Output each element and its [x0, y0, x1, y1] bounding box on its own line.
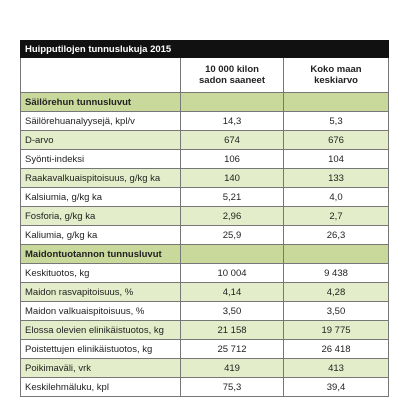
value-cell: 25,9 [180, 225, 284, 245]
data-row: Raakavalkuaispitoisuus, g/kg ka 140 133 [20, 168, 390, 188]
value-cell: 5,3 [282, 111, 390, 131]
value-cell: 21 158 [180, 320, 284, 340]
data-row: Elossa olevien elinikäistuotos, kg 21 158… [20, 320, 390, 340]
value-cell: 5,21 [180, 187, 284, 207]
data-row: Fosforia, g/kg ka 2,96 2,7 [20, 206, 390, 226]
data-row: Poikimaväli, vrk 419 413 [20, 358, 390, 378]
table-wrap: Huipputilojen tunnuslukuja 2015 10 000 k… [19, 40, 390, 397]
row-label: Maidon valkuaispitoisuus, % [20, 301, 181, 321]
value-cell: 3,50 [180, 301, 284, 321]
value-cell: 39,4 [282, 377, 390, 397]
data-row: Keskituotos, kg 10 004 9 438 [20, 263, 390, 283]
value-cell: 106 [180, 149, 284, 169]
row-label: Keskituotos, kg [20, 263, 181, 283]
table-head: Huipputilojen tunnuslukuja 2015 10 000 k… [19, 40, 390, 93]
row-label: Keskilehmäluku, kpl [20, 377, 181, 397]
data-row: Poistettujen elinikäistuotos, kg 25 712 26… [20, 339, 390, 359]
section-title: Maidontuotannon tunnusluvut [20, 244, 181, 264]
data-row: Maidon rasvapitoisuus, % 4,14 4,28 [20, 282, 390, 302]
value-cell: 104 [282, 149, 390, 169]
value-cell: 674 [180, 130, 284, 150]
data-row: D-arvo 674 676 [20, 130, 390, 150]
row-label: D-arvo [20, 130, 181, 150]
value-cell: 10 004 [180, 263, 284, 283]
table-title: Huipputilojen tunnuslukuja 2015 [19, 40, 390, 58]
row-label: Elossa olevien elinikäistuotos, kg [20, 320, 181, 340]
section-cell [180, 92, 284, 112]
title-row: Huipputilojen tunnuslukuja 2015 [19, 40, 390, 58]
value-cell: 140 [180, 168, 284, 188]
value-cell: 4,28 [282, 282, 390, 302]
value-cell: 14,3 [180, 111, 284, 131]
value-cell: 676 [282, 130, 390, 150]
row-label: Säilörehuanalyysejä, kpl/v [20, 111, 181, 131]
data-row: Keskilehmäluku, kpl 75,3 39,4 [20, 377, 390, 397]
row-label: Kaliumia, g/kg ka [20, 225, 181, 245]
value-cell: 2,96 [180, 206, 284, 226]
value-cell: 75,3 [180, 377, 284, 397]
data-row: Kalsiumia, g/kg ka 5,21 4,0 [20, 187, 390, 207]
section-title: Säilörehun tunnusluvut [20, 92, 181, 112]
section-cell [282, 244, 390, 264]
value-cell: 26,3 [282, 225, 390, 245]
table: Huipputilojen tunnuslukuja 2015 10 000 k… [19, 40, 390, 397]
header-row: 10 000 kilon sadon saaneet Koko maan kes… [20, 57, 390, 93]
data-row: Kaliumia, g/kg ka 25,9 26,3 [20, 225, 390, 245]
header-cell: Koko maan keskiarvo [282, 57, 390, 93]
table-body: Säilörehun tunnusluvut Säilörehuanalyysej… [20, 92, 390, 397]
section-cell [282, 92, 390, 112]
value-cell: 2,7 [282, 206, 390, 226]
header-cell: 10 000 kilon sadon saaneet [180, 57, 284, 93]
row-label: Kalsiumia, g/kg ka [20, 187, 181, 207]
row-label: Syönti-indeksi [20, 149, 181, 169]
row-label: Fosforia, g/kg ka [20, 206, 181, 226]
value-cell: 419 [180, 358, 284, 378]
section-row: Maidontuotannon tunnusluvut [20, 244, 390, 264]
data-row: Maidon valkuaispitoisuus, % 3,50 3,50 [20, 301, 390, 321]
value-cell: 25 712 [180, 339, 284, 359]
row-label: Poikimaväli, vrk [20, 358, 181, 378]
section-row: Säilörehun tunnusluvut [20, 92, 390, 112]
value-cell: 3,50 [282, 301, 390, 321]
data-row: Säilörehuanalyysejä, kpl/v 14,3 5,3 [20, 111, 390, 131]
value-cell: 413 [282, 358, 390, 378]
value-cell: 4,14 [180, 282, 284, 302]
row-label: Raakavalkuaispitoisuus, g/kg ka [20, 168, 181, 188]
row-label: Poistettujen elinikäistuotos, kg [20, 339, 181, 359]
header-cell [20, 57, 181, 93]
value-cell: 9 438 [282, 263, 390, 283]
section-cell [180, 244, 284, 264]
value-cell: 133 [282, 168, 390, 188]
data-row: Syönti-indeksi 106 104 [20, 149, 390, 169]
row-label: Maidon rasvapitoisuus, % [20, 282, 181, 302]
value-cell: 26 418 [282, 339, 390, 359]
value-cell: 19 775 [282, 320, 390, 340]
value-cell: 4,0 [282, 187, 390, 207]
